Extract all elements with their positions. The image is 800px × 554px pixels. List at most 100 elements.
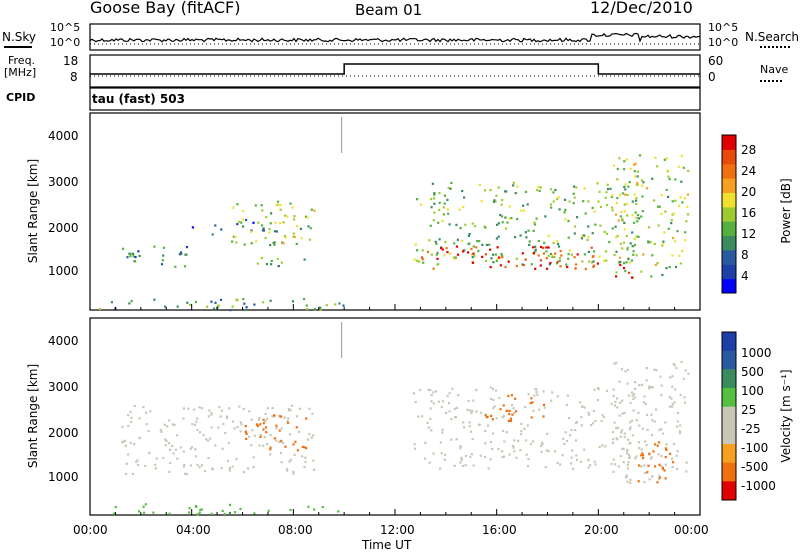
heatmap-cell <box>543 241 546 244</box>
xtick-6: 00:00 <box>674 523 709 537</box>
heatmap-cell <box>234 235 237 239</box>
heatmap-cell <box>658 476 661 479</box>
heatmap-cell <box>686 205 689 208</box>
heatmap-cell <box>145 423 148 426</box>
heatmap-cell <box>553 255 556 259</box>
heatmap-cell <box>294 440 297 443</box>
heatmap-cell <box>200 464 204 467</box>
heatmap-cell <box>526 203 529 206</box>
heatmap-cell <box>504 227 508 230</box>
heatmap-cell <box>559 265 562 268</box>
heatmap-cell <box>462 421 465 424</box>
heatmap-cell <box>98 307 101 311</box>
heatmap-cell <box>611 227 614 230</box>
heatmap-cell <box>668 396 671 399</box>
heatmap-cell <box>682 377 685 380</box>
heatmap-cell <box>674 265 678 269</box>
heatmap-cell <box>221 509 224 512</box>
heatmap-cell <box>153 245 156 248</box>
heatmap-cell <box>464 464 467 467</box>
heatmap-cell <box>137 463 140 467</box>
heatmap-cell <box>295 225 299 228</box>
heatmap-cell <box>627 461 630 464</box>
heatmap-cell <box>671 465 674 469</box>
heatmap-cell <box>286 420 289 423</box>
heatmap-cell <box>456 238 459 241</box>
heatmap-cell <box>325 304 328 307</box>
heatmap-cell <box>282 242 285 245</box>
heatmap-cell <box>635 235 638 238</box>
heatmap-cell <box>545 449 548 452</box>
heatmap-cell <box>447 212 450 215</box>
heatmap-cell <box>442 206 445 209</box>
heatmap-cell <box>633 396 636 399</box>
heatmap-cell <box>640 454 643 457</box>
heatmap-cell <box>268 228 271 231</box>
heatmap-cell <box>446 395 449 398</box>
heatmap-cell <box>514 192 517 195</box>
heatmap-cell <box>566 439 569 443</box>
heatmap-cell <box>499 264 502 267</box>
heatmap-cell <box>527 458 530 461</box>
cpid-value: tau (fast) 503 <box>92 92 185 106</box>
heatmap-cell <box>438 201 441 204</box>
heatmap-cell <box>527 393 530 396</box>
power-colorbar-segment <box>722 135 736 150</box>
heatmap-cell <box>127 424 130 427</box>
heatmap-cell <box>454 256 457 259</box>
heatmap-cell <box>634 211 637 214</box>
vel-cbar-tick-100: 100 <box>741 384 764 398</box>
heatmap-cell <box>572 192 575 195</box>
heatmap-cell <box>130 420 133 423</box>
heatmap-cell <box>469 455 472 458</box>
heatmap-cell <box>642 457 645 460</box>
heatmap-cell <box>641 452 644 455</box>
heatmap-cell <box>676 420 679 423</box>
heatmap-cell <box>161 259 165 262</box>
heatmap-cell <box>614 400 617 403</box>
heatmap-cell <box>540 450 543 453</box>
heatmap-cell <box>629 167 632 170</box>
heatmap-cell <box>154 463 157 466</box>
heatmap-cell <box>644 402 647 405</box>
heatmap-cell <box>188 507 191 510</box>
heatmap-cell <box>676 425 679 428</box>
heatmap-cell <box>645 379 648 382</box>
heatmap-cell <box>489 189 492 192</box>
heatmap-cell <box>640 270 643 273</box>
heatmap-cell <box>198 511 201 514</box>
heatmap-cell <box>625 474 628 477</box>
heatmap-cell <box>616 406 619 409</box>
heatmap-cell <box>667 195 670 198</box>
heatmap-cell <box>488 243 491 246</box>
nsky-tick-bottom: 10^0 <box>50 36 81 49</box>
heatmap-cell <box>665 448 668 451</box>
heatmap-cell <box>420 203 423 206</box>
heatmap-cell <box>501 221 504 224</box>
heatmap-cell <box>628 181 631 184</box>
heatmap-cell <box>587 225 590 228</box>
heatmap-cell <box>313 308 316 311</box>
heatmap-cell <box>418 260 421 263</box>
heatmap-cell <box>250 229 253 232</box>
heatmap-cell <box>415 259 419 262</box>
heatmap-cell <box>687 372 690 375</box>
heatmap-cell <box>535 391 538 394</box>
heatmap-cell <box>210 512 213 515</box>
vel-cbar-tick-m1000: -1000 <box>741 479 776 493</box>
heatmap-cell <box>218 406 221 409</box>
heatmap-cell <box>207 415 210 418</box>
heatmap-cell <box>525 439 528 442</box>
heatmap-cell <box>200 508 203 511</box>
heatmap-cell <box>637 441 640 444</box>
heatmap-cell <box>660 212 663 215</box>
heatmap-cell <box>471 256 474 259</box>
heatmap-cell <box>613 362 616 365</box>
heatmap-cell <box>268 231 271 234</box>
heatmap-cell <box>319 306 322 309</box>
heatmap-cell <box>436 257 439 260</box>
heatmap-cell <box>495 417 498 420</box>
heatmap-cell <box>629 401 632 404</box>
heatmap-cell <box>641 210 644 213</box>
colorbars <box>721 134 737 501</box>
